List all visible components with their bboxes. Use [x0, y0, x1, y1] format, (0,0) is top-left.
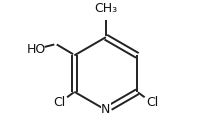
- Text: N: N: [101, 103, 110, 116]
- Text: Cl: Cl: [53, 96, 65, 109]
- Text: Cl: Cl: [146, 96, 159, 109]
- Text: CH₃: CH₃: [94, 2, 117, 15]
- Text: HO: HO: [27, 43, 46, 56]
